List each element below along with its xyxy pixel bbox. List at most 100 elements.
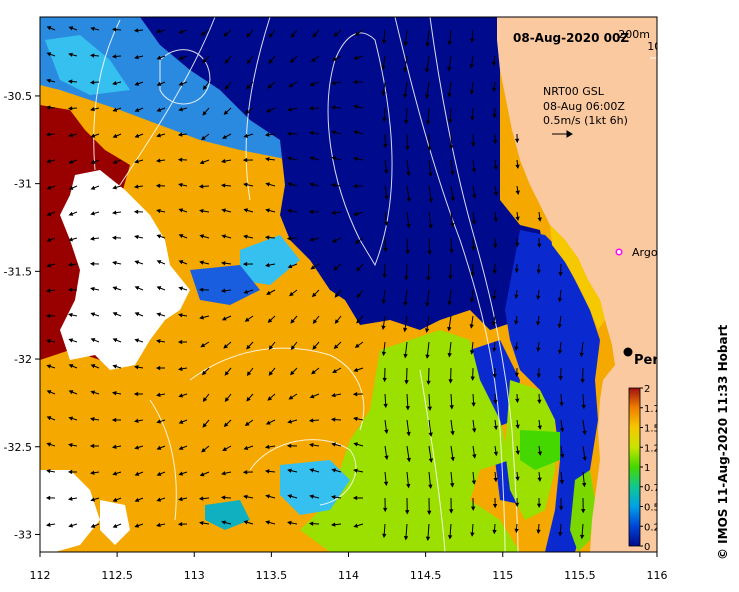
current-vector-head bbox=[201, 370, 207, 376]
land bbox=[497, 17, 657, 552]
current-vector-head bbox=[178, 286, 184, 291]
current-scale: 0.5m/s (1kt 6h) bbox=[543, 114, 628, 127]
current-vector-head bbox=[406, 223, 411, 229]
current-vector-head bbox=[515, 450, 520, 456]
current-vector-head bbox=[536, 347, 541, 352]
map-title: 08-Aug-2020 00Z bbox=[513, 31, 629, 45]
current-vector-head bbox=[290, 370, 295, 376]
current-vector-head bbox=[45, 313, 51, 319]
current-vector-head bbox=[492, 87, 497, 93]
current-vector-head bbox=[515, 242, 520, 248]
cyan-band bbox=[45, 35, 130, 95]
current-vector-head bbox=[448, 379, 453, 384]
current-vector-head bbox=[450, 196, 455, 202]
coastal-yellow bbox=[550, 225, 605, 330]
current-vector-head bbox=[223, 344, 228, 349]
current-vector-head bbox=[268, 33, 274, 38]
current-vector-head bbox=[309, 130, 314, 136]
current-vector-head bbox=[221, 520, 226, 525]
current-vector-head bbox=[112, 444, 117, 449]
current-vector-head bbox=[265, 444, 270, 450]
current-vector-head bbox=[309, 156, 315, 161]
no-data-patch bbox=[100, 500, 130, 545]
current-vector-head bbox=[353, 367, 359, 372]
current-vector-head bbox=[45, 495, 51, 501]
current-vector-head bbox=[290, 345, 296, 350]
current-vector-head bbox=[221, 316, 227, 321]
current-vector-head bbox=[265, 262, 270, 268]
current-vector-head bbox=[447, 66, 452, 72]
current-vector-head bbox=[425, 354, 430, 359]
current-vector-head bbox=[156, 55, 162, 60]
current-vector-head bbox=[514, 320, 519, 326]
current-vector-head bbox=[536, 295, 541, 300]
current-vector-head bbox=[334, 293, 339, 298]
current-vector-head bbox=[353, 468, 358, 473]
perth-marker[interactable] bbox=[623, 347, 633, 357]
current-vector-head bbox=[202, 85, 208, 90]
current-vector-head bbox=[580, 378, 585, 384]
current-vector-head bbox=[493, 399, 498, 405]
current-vector-head bbox=[68, 364, 74, 369]
current-vector-head bbox=[224, 59, 230, 64]
current-vector-head bbox=[220, 288, 226, 293]
current-vector-head bbox=[68, 416, 74, 421]
current-vector-head bbox=[536, 269, 541, 275]
current-vector-head bbox=[199, 234, 205, 239]
current-vector-head bbox=[312, 319, 318, 324]
teal-patch bbox=[205, 500, 250, 530]
current-vector-head bbox=[156, 286, 162, 291]
current-vector-head bbox=[470, 506, 476, 511]
current-vector-head bbox=[156, 81, 162, 86]
current-vector-head bbox=[68, 133, 73, 138]
current-vector-head bbox=[111, 210, 117, 215]
current-vector-head bbox=[354, 31, 360, 36]
current-vector-head bbox=[134, 445, 140, 450]
current-vector-head bbox=[559, 479, 565, 485]
current-vector-head bbox=[156, 208, 161, 214]
current-vector-head bbox=[246, 371, 252, 377]
current-vector-head bbox=[46, 211, 52, 216]
current-vector-head bbox=[333, 344, 339, 350]
current-vector-head bbox=[244, 421, 250, 426]
current-vector-head bbox=[536, 503, 542, 509]
current-vector-head bbox=[382, 117, 387, 123]
current-vector-head bbox=[310, 265, 316, 270]
current-vector-head bbox=[134, 234, 139, 240]
current-vector-head bbox=[246, 396, 251, 402]
current-vector-head bbox=[264, 157, 270, 162]
y-tick-label: -31.5 bbox=[4, 265, 32, 278]
colorbar-tick-label: 0.25 bbox=[644, 522, 666, 533]
current-vector-head bbox=[535, 321, 541, 326]
current-vector-head bbox=[265, 208, 270, 213]
argo-marker[interactable] bbox=[615, 248, 623, 256]
current-vector-head bbox=[156, 29, 161, 34]
current-vector-head bbox=[309, 468, 315, 473]
current-vector-head bbox=[178, 107, 183, 112]
current-vector-head bbox=[449, 405, 454, 410]
current-vector-head bbox=[156, 339, 161, 344]
current-vector-head bbox=[287, 494, 293, 499]
current-vector-head bbox=[89, 261, 95, 266]
current-vector-head bbox=[537, 451, 543, 456]
current-time: 08-Aug 06:00Z bbox=[543, 100, 625, 113]
current-vector-head bbox=[404, 120, 409, 125]
current-vector-head bbox=[90, 185, 96, 190]
y-tick-label: -32 bbox=[14, 353, 32, 366]
copyright-text: © IMOS 11-Aug-2020 11:33 Hobart bbox=[716, 324, 730, 560]
current-vector-head bbox=[46, 469, 51, 474]
current-vector-head bbox=[428, 432, 433, 437]
current-vector-head bbox=[68, 496, 73, 501]
current-vector-head bbox=[403, 67, 408, 73]
current-vector-head bbox=[403, 353, 408, 359]
current-vector-head bbox=[492, 529, 497, 535]
current-vector-head bbox=[134, 159, 139, 164]
current-vector-head bbox=[46, 522, 51, 527]
current-vector-head bbox=[134, 286, 140, 291]
current-vector-head bbox=[493, 165, 498, 171]
current-vector-head bbox=[112, 260, 117, 266]
current-vector-head bbox=[178, 366, 183, 371]
current-vector-head bbox=[492, 295, 497, 301]
current-vector-head bbox=[493, 425, 498, 431]
current-vector-head bbox=[582, 430, 587, 436]
